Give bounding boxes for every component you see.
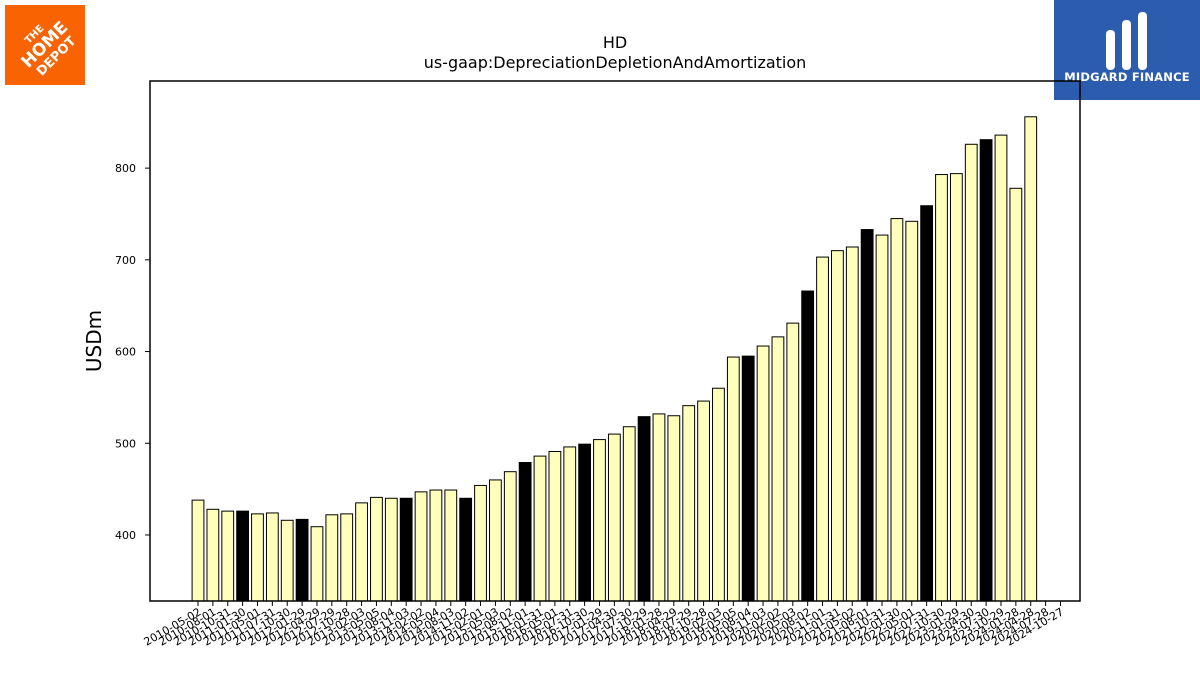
chart-title: HD xyxy=(603,33,627,52)
bar-2023-10-29 xyxy=(994,134,1008,602)
bar-2012-07-29 xyxy=(325,514,339,602)
bar-2018-10-28 xyxy=(697,400,710,602)
bar-2023-01-29 xyxy=(949,173,963,602)
y-tick-label: 800 xyxy=(115,162,136,175)
bar-2022-10-30 xyxy=(935,174,948,602)
bar-2015-08-02 xyxy=(503,471,517,602)
chart-subtitle: us-gaap:DepreciationDepletionAndAmortiza… xyxy=(424,53,807,72)
bar-2013-05-05 xyxy=(370,496,383,602)
bar-2019-11-03 xyxy=(756,345,770,602)
bar-2020-02-02 xyxy=(771,336,785,602)
bar-2012-04-29 xyxy=(310,526,324,602)
y-tick-label: 500 xyxy=(115,437,136,450)
bar-2010-10-31 xyxy=(221,510,235,602)
bar-2013-11-03 xyxy=(399,497,413,602)
bar-2019-08-04 xyxy=(741,355,755,602)
bar-2017-10-29 xyxy=(637,416,651,602)
bar-2011-05-01 xyxy=(251,513,264,602)
bar-2015-05-03 xyxy=(489,479,502,602)
bar-2010-05-02 xyxy=(191,499,205,602)
bar-2016-01-31 xyxy=(533,455,547,602)
plot-frame xyxy=(149,80,1081,602)
bar-2014-08-03 xyxy=(444,489,458,602)
bar-2016-07-31 xyxy=(563,446,577,602)
bar-2014-05-04 xyxy=(429,489,443,602)
bar-2018-04-29 xyxy=(667,415,681,602)
bar-2015-02-01 xyxy=(474,484,487,602)
bar-2021-08-01 xyxy=(860,229,874,602)
bar-2020-08-02 xyxy=(801,290,815,602)
y-tick-label: 700 xyxy=(115,254,136,267)
bar-2021-01-31 xyxy=(831,250,844,602)
y-axis-label: USDm xyxy=(82,310,106,372)
bar-2014-11-02 xyxy=(459,497,473,602)
midgard-finance-name: MIDGARD FINANCE xyxy=(1064,70,1190,84)
midgard-finance-logo: MIDGARD FINANCE xyxy=(1054,0,1200,100)
bar-2013-08-04 xyxy=(384,497,398,602)
bar-2022-05-01 xyxy=(905,220,919,602)
y-tick-label: 600 xyxy=(115,346,136,359)
bar-2012-01-29 xyxy=(295,518,309,602)
bar-2016-05-01 xyxy=(548,451,562,602)
y-axis: 400 500 600 700 800 xyxy=(115,162,150,542)
bar-2019-05-05 xyxy=(726,356,740,602)
bar-2017-01-29 xyxy=(593,439,606,602)
bar-2019-02-03 xyxy=(712,387,725,602)
bar-2011-10-30 xyxy=(280,519,294,602)
bars-group xyxy=(191,116,1038,602)
y-tick-label: 400 xyxy=(115,529,136,542)
bar-2018-01-28 xyxy=(652,413,666,602)
bar-2024-01-28 xyxy=(1009,187,1023,602)
bar-2017-04-30 xyxy=(607,433,621,602)
bar-2022-01-30 xyxy=(890,218,904,602)
bar-2010-08-01 xyxy=(206,508,220,602)
bar-2011-07-31 xyxy=(265,512,279,602)
bar-2014-02-02 xyxy=(414,491,428,602)
bar-2016-10-30 xyxy=(578,443,592,602)
bar-2023-07-30 xyxy=(979,139,993,602)
bar-2011-01-30 xyxy=(236,510,250,602)
bar-2021-05-02 xyxy=(845,246,859,602)
x-axis: 2010-05-022010-08-012010-10-312011-01-30… xyxy=(142,601,1066,649)
bar-2012-10-28 xyxy=(340,513,354,602)
bar-2023-04-30 xyxy=(964,143,978,602)
bar-2020-11-01 xyxy=(816,256,829,602)
bar-2021-10-31 xyxy=(875,234,889,602)
bar-2022-07-31 xyxy=(920,205,934,602)
home-depot-logo: THE HOME DEPOT xyxy=(5,5,85,85)
bar-2013-02-03 xyxy=(355,502,368,602)
bar-2020-05-03 xyxy=(786,322,800,602)
bar-2018-07-29 xyxy=(682,405,696,602)
bar-2017-07-30 xyxy=(622,426,636,602)
bar-2024-04-28 xyxy=(1024,116,1038,602)
bar-2015-11-01 xyxy=(518,462,532,602)
